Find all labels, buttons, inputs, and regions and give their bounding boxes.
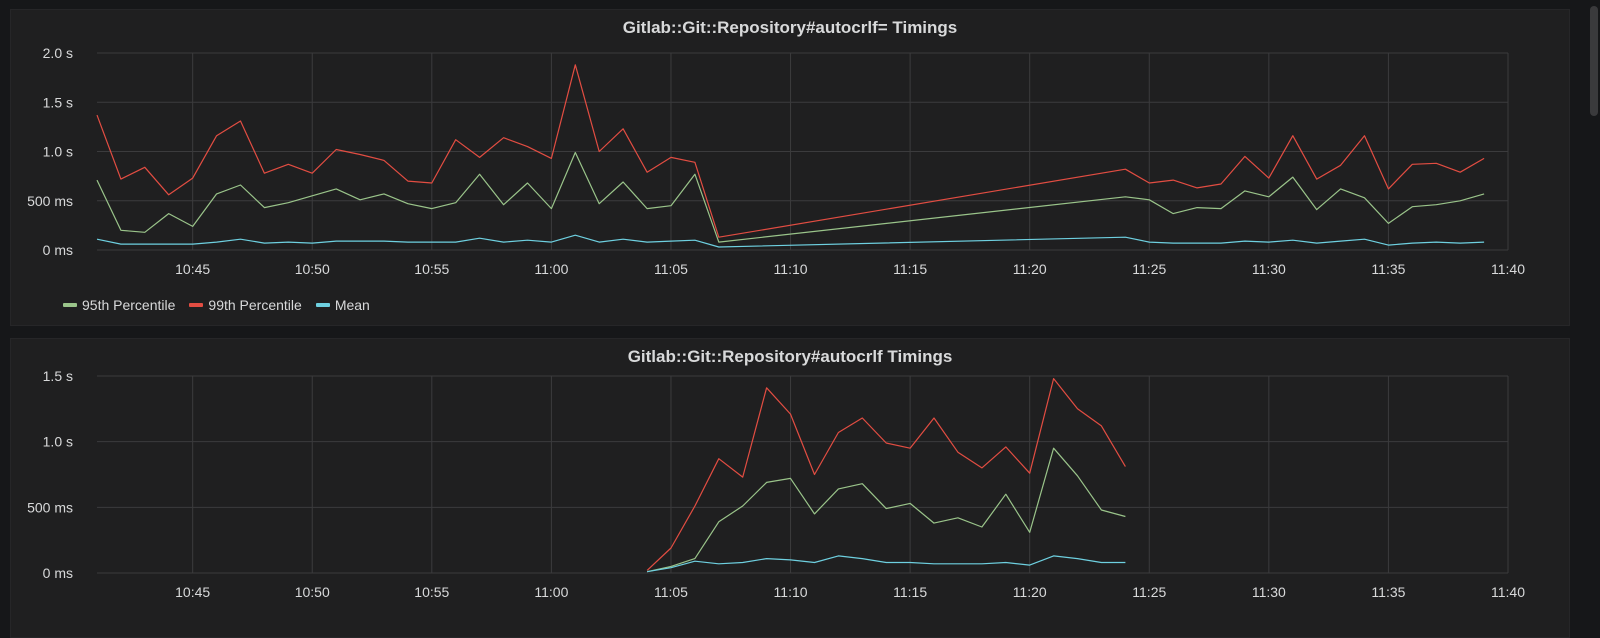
x-tick-label: 11:05: [654, 261, 688, 277]
y-tick-label: 500 ms: [27, 499, 73, 515]
panel-title[interactable]: Gitlab::Git::Repository#autocrlf Timings: [627, 347, 953, 366]
x-tick-label: 11:30: [1252, 584, 1286, 600]
y-tick-label: 0 ms: [43, 242, 73, 258]
y-tick-label: 1.0 s: [43, 144, 73, 160]
x-tick-label: 11:35: [1371, 261, 1405, 277]
y-tick-label: 1.5 s: [43, 368, 73, 384]
x-tick-label: 11:00: [534, 584, 568, 600]
series-line-mean[interactable]: [647, 555, 1126, 573]
series-line-95th-percentile[interactable]: [646, 447, 1126, 573]
x-tick-label: 11:40: [1491, 584, 1525, 600]
x-tick-label: 10:45: [175, 261, 210, 277]
x-tick-label: 10:50: [295, 584, 330, 600]
x-tick-label: 10:50: [295, 261, 330, 277]
legend-item-mean[interactable]: Mean: [315, 297, 370, 313]
legend-item-99th[interactable]: 99th Percentile: [189, 297, 302, 313]
x-tick-label: 11:40: [1491, 261, 1525, 277]
series-line-95th-percentile[interactable]: [96, 151, 1485, 243]
x-tick-label: 11:05: [654, 584, 688, 600]
x-tick-label: 11:20: [1013, 261, 1047, 277]
y-tick-label: 0 ms: [43, 565, 73, 581]
x-tick-label: 11:00: [534, 261, 568, 277]
legend-swatch-95th: [63, 303, 77, 307]
x-tick-label: 10:55: [414, 584, 449, 600]
series-line-99th-percentile[interactable]: [646, 377, 1126, 571]
y-tick-label: 500 ms: [27, 193, 73, 209]
x-tick-label: 10:55: [414, 261, 449, 277]
line-chart-autocrlf: 0 ms 500 ms 1.0 s 1.5 s 10:45 10:50 10:55 11:00…: [27, 368, 1525, 600]
x-tick-label: 11:15: [893, 584, 927, 600]
timings-panel-autocrlf: Gitlab::Git::Repository#autocrlf Timings…: [10, 338, 1570, 638]
x-tick-label: 11:10: [774, 584, 808, 600]
x-tick-label: 11:25: [1132, 261, 1166, 277]
x-tick-label: 10:45: [175, 584, 210, 600]
panel-title[interactable]: Gitlab::Git::Repository#autocrlf= Timing…: [622, 18, 958, 37]
scrollbar-thumb[interactable]: [1590, 6, 1598, 116]
timings-panel-autocrlf-setter: Gitlab::Git::Repository#autocrlf= Timing…: [10, 9, 1570, 326]
page-scrollbar[interactable]: [1588, 0, 1600, 623]
legend-swatch-99th: [189, 303, 204, 307]
legend: 95th Percentile 99th Percentile Mean: [63, 297, 370, 313]
series-line-99th-percentile[interactable]: [96, 64, 1485, 238]
legend-label: 99th Percentile: [208, 297, 302, 313]
x-tick-label: 11:20: [1013, 584, 1047, 600]
x-tick-label: 11:35: [1371, 584, 1405, 600]
y-tick-label: 1.5 s: [43, 94, 73, 110]
series-line-mean[interactable]: [96, 234, 1485, 248]
legend-label: Mean: [334, 297, 370, 313]
x-tick-label: 11:25: [1132, 584, 1166, 600]
y-tick-label: 1.0 s: [43, 434, 73, 450]
legend-swatch-mean: [315, 303, 330, 307]
x-tick-label: 11:30: [1252, 261, 1286, 277]
legend-item-95th[interactable]: 95th Percentile: [63, 297, 175, 313]
y-tick-label: 2.0 s: [43, 45, 73, 61]
x-tick-label: 11:15: [893, 261, 927, 277]
line-chart-autocrlf-setter: 0 ms 500 ms 1.0 s 1.5 s 2.0 s 10:45 10:50 10:55…: [27, 45, 1525, 277]
x-tick-label: 11:10: [774, 261, 808, 277]
legend-label: 95th Percentile: [82, 297, 176, 313]
